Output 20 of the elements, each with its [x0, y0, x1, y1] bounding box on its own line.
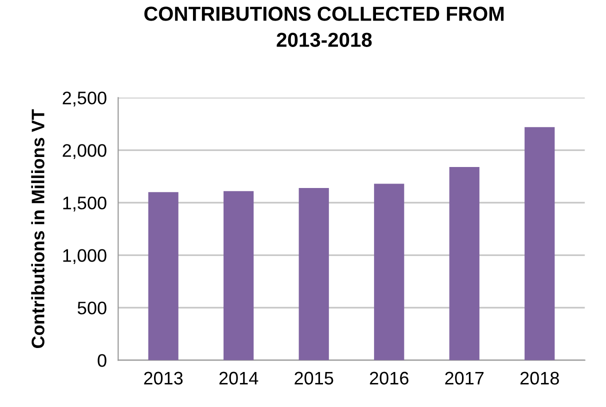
x-tick-label: 2013	[144, 372, 183, 385]
bar	[298, 188, 329, 360]
y-tick-label: 500	[78, 302, 106, 314]
y-tick-label: 1,500	[63, 196, 106, 212]
y-tick-label: 2,500	[62, 92, 106, 107]
x-tick-label: 2014	[219, 372, 258, 385]
x-tick-label: 2015	[294, 372, 334, 385]
bar	[524, 127, 555, 360]
bar	[374, 184, 404, 360]
x-tick-label: 2017	[445, 372, 484, 385]
x-tick-label: 2016	[370, 372, 408, 385]
x-tick-label: 2018	[520, 372, 559, 385]
bar	[224, 191, 254, 360]
y-axis-title: Contributions in Millions VT	[31, 109, 44, 348]
chart-title: CONTRIBUTIONS COLLECTED FROM 2013-2018	[144, 6, 504, 47]
bar	[148, 192, 178, 360]
y-tick-label: 1,000	[63, 249, 106, 264]
y-tick-label: 2,000	[62, 144, 106, 160]
bar	[449, 166, 480, 360]
y-tick-label: 0	[98, 354, 106, 367]
